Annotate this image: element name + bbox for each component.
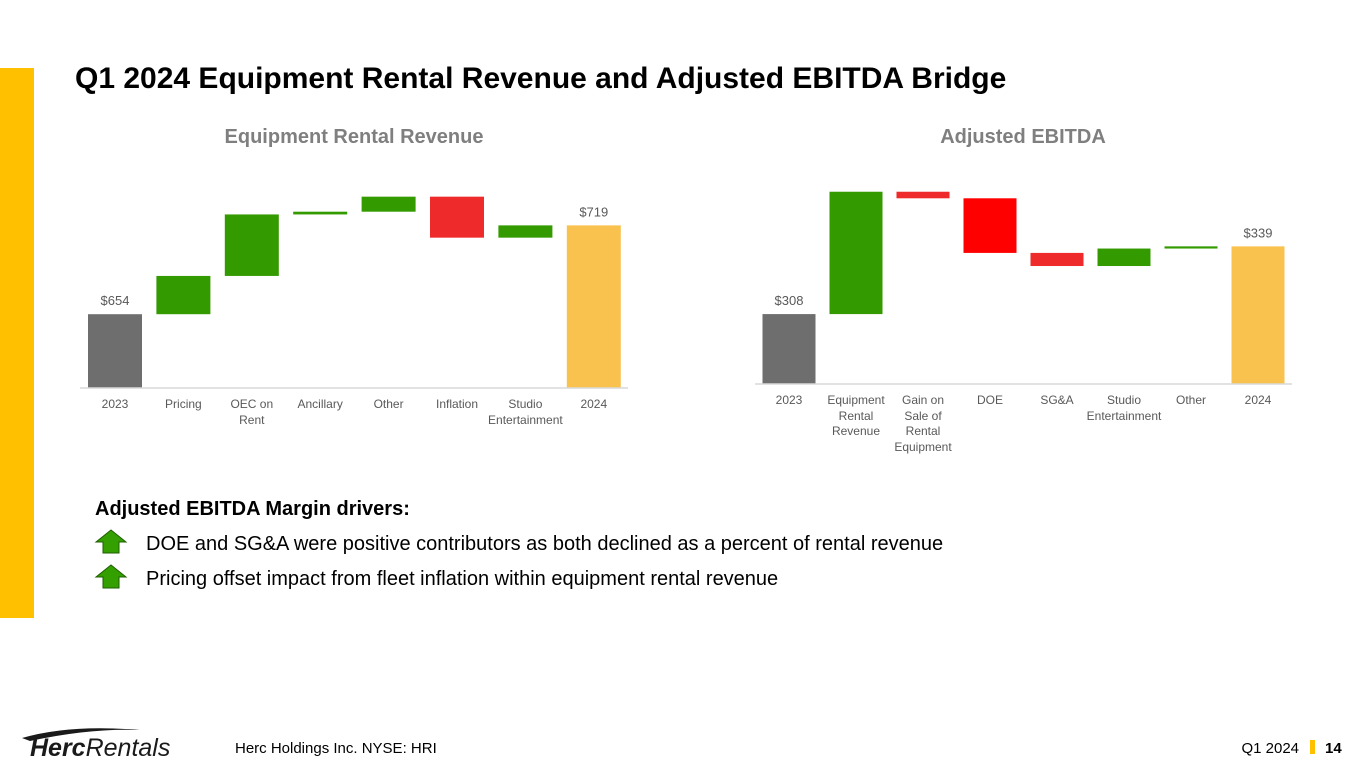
bar xyxy=(1164,246,1218,249)
data-label: $339 xyxy=(1244,225,1273,240)
x-tick-label: Studio Entertainment xyxy=(488,397,563,427)
bullet-text: Pricing offset impact from fleet inflati… xyxy=(146,568,778,590)
x-tick-label: Other xyxy=(1175,393,1206,407)
bar xyxy=(896,191,950,199)
bar xyxy=(566,225,621,388)
bar xyxy=(1030,252,1084,267)
logo-swoosh xyxy=(22,728,140,741)
bar xyxy=(430,196,484,238)
footer-company: Herc Holdings Inc. NYSE: HRI xyxy=(235,740,437,757)
data-label: $719 xyxy=(579,204,608,219)
page-number: 14 xyxy=(1325,740,1342,757)
logo-light: Rentals xyxy=(86,734,171,762)
x-tick-label: Ancillary xyxy=(297,397,343,411)
x-tick-label: 2023 xyxy=(775,393,803,407)
bar xyxy=(293,211,348,215)
x-tick-label: Equipment Rental Revenue xyxy=(827,393,885,438)
x-tick-label: Pricing xyxy=(165,397,202,411)
bullet-text: DOE and SG&A were positive contributors … xyxy=(146,533,943,555)
bar xyxy=(963,198,1017,253)
bar xyxy=(829,191,883,315)
x-tick-label: 2024 xyxy=(1244,393,1272,407)
x-tick-label: SG&A xyxy=(1040,393,1074,407)
chart-title: Adjusted EBITDA xyxy=(940,126,1106,148)
data-label: $308 xyxy=(775,293,804,308)
bar xyxy=(156,275,211,315)
x-tick-label: 2024 xyxy=(580,397,608,411)
logo-bold: Herc xyxy=(30,734,86,762)
data-label: $654 xyxy=(101,293,130,308)
accent-stripe xyxy=(0,68,34,618)
up-arrow-icon xyxy=(94,564,128,589)
up-arrow-icon xyxy=(94,529,128,554)
bar xyxy=(498,225,553,238)
x-tick-label: Other xyxy=(373,397,404,411)
x-tick-label: DOE xyxy=(976,393,1003,407)
x-tick-label: 2023 xyxy=(101,397,129,411)
logo: HercRentals xyxy=(30,734,170,762)
bar xyxy=(1231,246,1285,384)
bar xyxy=(361,196,416,212)
bar xyxy=(224,214,279,276)
bar xyxy=(762,314,816,384)
x-tick-label: Inflation xyxy=(435,397,479,411)
slide-title: Q1 2024 Equipment Rental Revenue and Adj… xyxy=(75,62,1006,95)
footer-period: Q1 2024 xyxy=(1241,740,1299,757)
x-tick-label: Studio Entertainment xyxy=(1086,393,1162,423)
chart-title: Equipment Rental Revenue xyxy=(225,126,484,148)
bullets-heading: Adjusted EBITDA Margin drivers: xyxy=(95,498,410,520)
bar xyxy=(1097,248,1151,267)
x-tick-label: Gain on Sale of Rental Equipment xyxy=(894,393,952,454)
bar xyxy=(88,314,142,388)
footer-accent xyxy=(1310,740,1315,754)
x-tick-label: OEC on Rent xyxy=(230,397,274,427)
